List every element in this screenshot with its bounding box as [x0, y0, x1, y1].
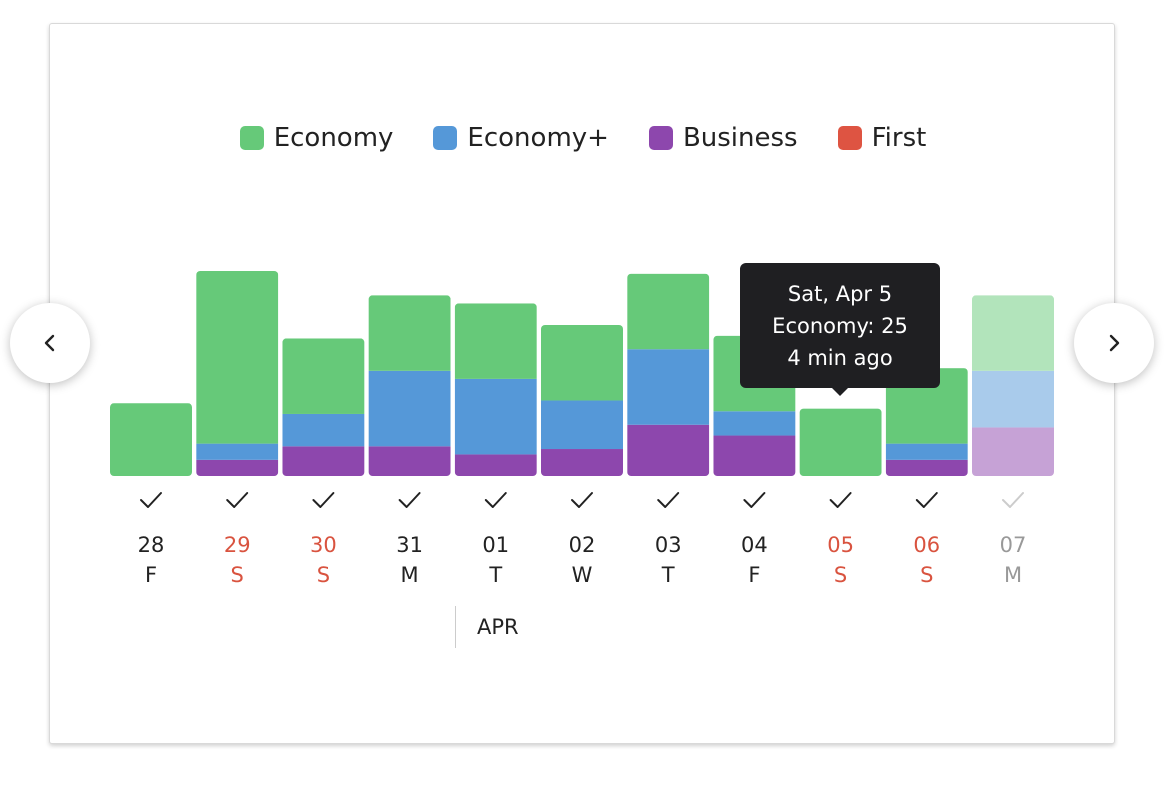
bar-segment-business[interactable]	[713, 435, 796, 476]
legend-label-economy: Economy	[273, 123, 394, 153]
bar-segment-business[interactable]	[885, 459, 968, 476]
weekday-label: S	[920, 563, 933, 587]
check-icon	[312, 492, 335, 508]
bar-segment-economy-plus[interactable]	[541, 400, 623, 450]
bar-segment-economy[interactable]	[454, 303, 537, 379]
bar-segment-economy-plus[interactable]	[368, 370, 451, 447]
bar-segment-business[interactable]	[196, 459, 279, 476]
bar-segment-economy-plus[interactable]	[627, 349, 710, 425]
legend-swatch-first	[837, 126, 862, 150]
bar-30[interactable]	[282, 338, 365, 476]
bar-segment-economy[interactable]	[541, 324, 623, 401]
legend-swatch-economy	[239, 126, 264, 150]
previous-button[interactable]	[10, 303, 90, 383]
legend: Economy Economy+ Business First	[0, 123, 1166, 153]
check-icon	[226, 492, 249, 508]
date-label: 04	[741, 533, 768, 557]
bar-05[interactable]	[799, 408, 882, 476]
legend-item-economy-plus[interactable]: Economy+	[433, 123, 609, 153]
tooltip-value: Economy: 25	[772, 313, 908, 338]
bar-07[interactable]	[972, 295, 1054, 476]
bar-segment-economy[interactable]	[282, 338, 365, 414]
date-label: 03	[655, 533, 682, 557]
check-icon	[484, 492, 507, 508]
legend-swatch-economy-plus	[433, 126, 458, 150]
bar-segment-economy-plus[interactable]	[282, 413, 365, 447]
weekday-label: S	[317, 563, 330, 587]
tooltip-date: Sat, Apr 5	[787, 281, 893, 306]
date-label: 28	[138, 533, 165, 557]
weekday-label: T	[661, 563, 675, 587]
bar-segment-economy-plus[interactable]	[454, 378, 537, 455]
bar-segment-economy[interactable]	[196, 271, 279, 444]
bar-segment-business[interactable]	[282, 446, 365, 476]
check-icon	[915, 492, 938, 508]
bar-28[interactable]	[110, 403, 192, 476]
check-icon	[657, 492, 680, 508]
weekday-label: F	[145, 563, 157, 587]
bar-segment-economy[interactable]	[627, 273, 710, 350]
date-label: 06	[913, 533, 940, 557]
legend-item-economy[interactable]: Economy	[239, 123, 394, 153]
bar-segment-economy[interactable]	[110, 403, 192, 476]
bar-01[interactable]	[454, 303, 537, 476]
bar-segment-economy-plus[interactable]	[885, 443, 968, 460]
check-icon	[743, 492, 766, 508]
weekday-label: S	[231, 563, 244, 587]
bar-02[interactable]	[541, 324, 623, 476]
bar-segment-economy[interactable]	[799, 408, 882, 476]
legend-item-first[interactable]: First	[837, 123, 927, 153]
month-divider	[455, 606, 456, 648]
bar-31[interactable]	[368, 295, 451, 476]
bar-segment-economy[interactable]	[368, 295, 451, 371]
legend-item-business[interactable]: Business	[648, 123, 798, 153]
legend-swatch-business	[648, 126, 673, 150]
weekday-label: F	[748, 563, 760, 587]
date-label: 30	[310, 533, 337, 557]
date-label: 29	[224, 533, 251, 557]
chevron-left-icon	[44, 334, 55, 352]
check-icon	[398, 492, 421, 508]
check-icon	[571, 492, 593, 508]
weekday-label: W	[572, 563, 593, 587]
bar-segment-business[interactable]	[541, 449, 623, 476]
bar-segment-business[interactable]	[972, 427, 1054, 476]
legend-label-business: Business	[682, 123, 798, 153]
weekday-label: T	[488, 563, 502, 587]
check-icon	[140, 492, 162, 508]
check-icon	[829, 492, 852, 508]
legend-label-economy-plus: Economy+	[467, 123, 609, 153]
bar-segment-economy-plus[interactable]	[972, 370, 1054, 428]
bar-segment-business[interactable]	[454, 454, 537, 476]
weekday-label: M	[401, 563, 419, 587]
weekday-label: S	[834, 563, 847, 587]
bar-03[interactable]	[627, 273, 710, 476]
date-label: 02	[569, 533, 596, 557]
next-button[interactable]	[1074, 303, 1154, 383]
tooltip-time: 4 min ago	[787, 345, 893, 370]
weekday-label: M	[1004, 563, 1022, 587]
date-label: 05	[827, 533, 854, 557]
bar-segment-economy-plus[interactable]	[713, 411, 796, 436]
legend-label-first: First	[871, 123, 927, 153]
date-label: 01	[482, 533, 509, 557]
date-label: 07	[1000, 533, 1027, 557]
bar-segment-business[interactable]	[627, 424, 710, 476]
month-label: APR	[477, 615, 519, 639]
bar-tooltip: Sat, Apr 5 Economy: 25 4 min ago	[740, 263, 940, 396]
date-label: 31	[396, 533, 423, 557]
chevron-right-icon	[1109, 334, 1120, 352]
check-icon	[1002, 492, 1024, 508]
bar-segment-business[interactable]	[368, 446, 451, 476]
bar-segment-economy-plus[interactable]	[196, 443, 279, 460]
bar-segment-economy[interactable]	[972, 295, 1054, 371]
bar-29[interactable]	[196, 271, 279, 476]
